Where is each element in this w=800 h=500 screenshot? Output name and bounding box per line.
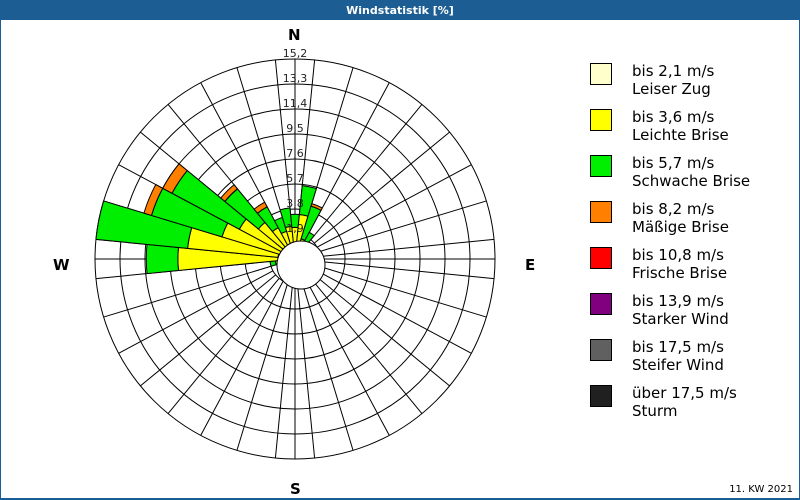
wind-sector-bar (310, 202, 323, 211)
legend-item: bis 8,2 m/s Mäßige Brise (590, 200, 790, 246)
chart-panel: 1,9 3,8 5,7 7,6 9,5 11,4 13,3 15,2 N W E S bis … (1, 20, 799, 498)
wind-sector-bar (162, 163, 188, 194)
radial-tick-label: 13,3 (283, 72, 308, 85)
compass-north-label: N (288, 26, 301, 44)
legend-swatch (590, 201, 612, 223)
legend-swatch (590, 155, 612, 177)
week-label: 11. KW 2021 (729, 484, 793, 495)
radial-tick-label: 5,7 (286, 172, 304, 185)
legend-swatch (590, 385, 612, 407)
wind-sector-bar (143, 183, 164, 217)
compass-east-label: E (525, 256, 536, 274)
compass-west-label: W (53, 256, 70, 274)
wind-sector-bar (279, 207, 293, 229)
wind-sector-bar (145, 243, 180, 275)
wind-sector-bar (95, 200, 193, 249)
legend-item: bis 5,7 m/s Schwache Brise (590, 154, 790, 200)
radial-tick-label: 1,9 (286, 222, 304, 235)
radial-tick-label: 9,5 (286, 122, 304, 135)
radial-tick-label: 3,8 (286, 197, 304, 210)
wind-sector-bar (298, 185, 318, 217)
legend-item: bis 3,6 m/s Leichte Brise (590, 108, 790, 154)
legend: bis 2,1 m/s Leiser Zug bis 3,6 m/s Leichte… (590, 62, 790, 430)
legend-item: bis 13,9 m/s Starker Wind (590, 292, 790, 338)
legend-swatch (590, 109, 612, 131)
legend-item: bis 10,8 m/s Frische Brise (590, 246, 790, 292)
window-title: Windstatistik [%] (0, 0, 800, 20)
legend-item: bis 17,5 m/s Steifer Wind (590, 338, 790, 384)
legend-swatch (590, 63, 612, 85)
radial-tick-label: 7,6 (286, 147, 304, 160)
radial-tick-label: 15,2 (283, 47, 308, 60)
wind-sector-bar (253, 201, 268, 214)
legend-item: bis 2,1 m/s Leiser Zug (590, 62, 790, 108)
compass-south-label: S (290, 480, 301, 498)
legend-swatch (590, 339, 612, 361)
radial-tick-label: 11,4 (283, 97, 308, 110)
wind-rose-chart: 1,9 3,8 5,7 7,6 9,5 11,4 13,3 15,2 (94, 47, 496, 460)
wind-sector-bar (220, 184, 239, 203)
legend-item: über 17,5 m/s Sturm (590, 384, 790, 430)
legend-swatch (590, 247, 612, 269)
legend-swatch (590, 293, 612, 315)
